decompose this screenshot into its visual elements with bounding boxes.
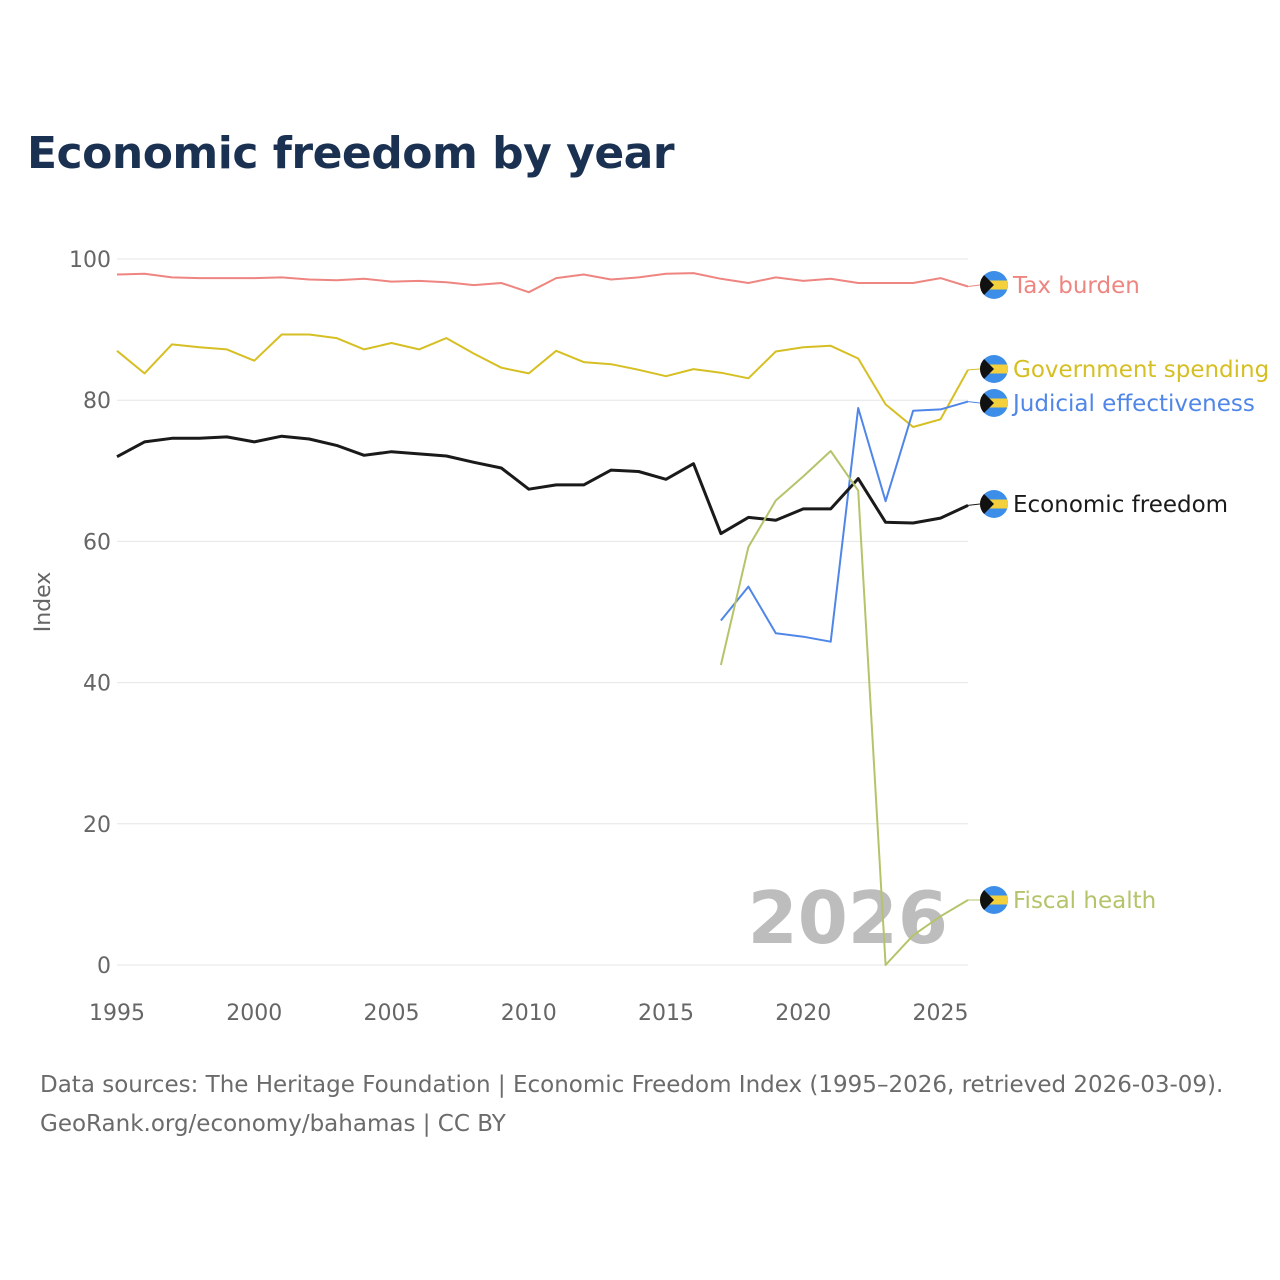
label-connector <box>967 284 981 288</box>
y-tick-label: 80 <box>83 389 111 414</box>
year-watermark: 2026 <box>748 876 948 960</box>
series-line-government-spending <box>116 333 969 428</box>
y-axis-label: Index <box>31 572 56 633</box>
x-tick-label: 1995 <box>89 1001 145 1026</box>
label-connector <box>967 368 981 371</box>
label-connector <box>967 503 981 506</box>
y-tick-label: 100 <box>69 248 111 273</box>
label-connector <box>967 401 981 404</box>
bahamas-flag-icon <box>980 389 1008 417</box>
bahamas-flag-icon <box>980 355 1008 383</box>
series-label: Economic freedom <box>1013 492 1228 518</box>
series-label: Judicial effectiveness <box>1011 391 1255 417</box>
x-tick-label: 2010 <box>501 1001 557 1026</box>
series-line-judicial-effectiveness <box>720 400 969 643</box>
x-tick-label: 2025 <box>913 1001 969 1026</box>
x-tick-label: 2005 <box>364 1001 420 1026</box>
series-line-economic-freedom <box>116 434 969 536</box>
source-link[interactable]: GeoRank.org/economy/bahamas | CC BY <box>40 1111 506 1137</box>
x-tick-label: 2015 <box>638 1001 694 1026</box>
bahamas-flag-icon <box>980 886 1008 914</box>
series-label: Government spending <box>1013 357 1269 383</box>
series-line-tax-burden <box>116 272 969 294</box>
source-line: Data sources: The Heritage Foundation | … <box>40 1072 1224 1098</box>
series-label: Fiscal health <box>1013 888 1156 914</box>
bahamas-flag-icon <box>980 271 1008 299</box>
y-tick-label: 20 <box>83 813 111 838</box>
x-tick-label: 2000 <box>226 1001 282 1026</box>
y-tick-label: 0 <box>97 954 111 979</box>
source-note: Data sources: The Heritage Foundation | … <box>40 1066 1223 1144</box>
series-label: Tax burden <box>1012 273 1140 299</box>
bahamas-flag-icon <box>980 490 1008 518</box>
y-tick-label: 60 <box>83 530 111 555</box>
x-tick-label: 2020 <box>775 1001 831 1026</box>
series-line-fiscal-health <box>719 450 969 966</box>
y-tick-label: 40 <box>83 672 111 697</box>
chart-title: Economic freedom by year <box>27 128 675 179</box>
